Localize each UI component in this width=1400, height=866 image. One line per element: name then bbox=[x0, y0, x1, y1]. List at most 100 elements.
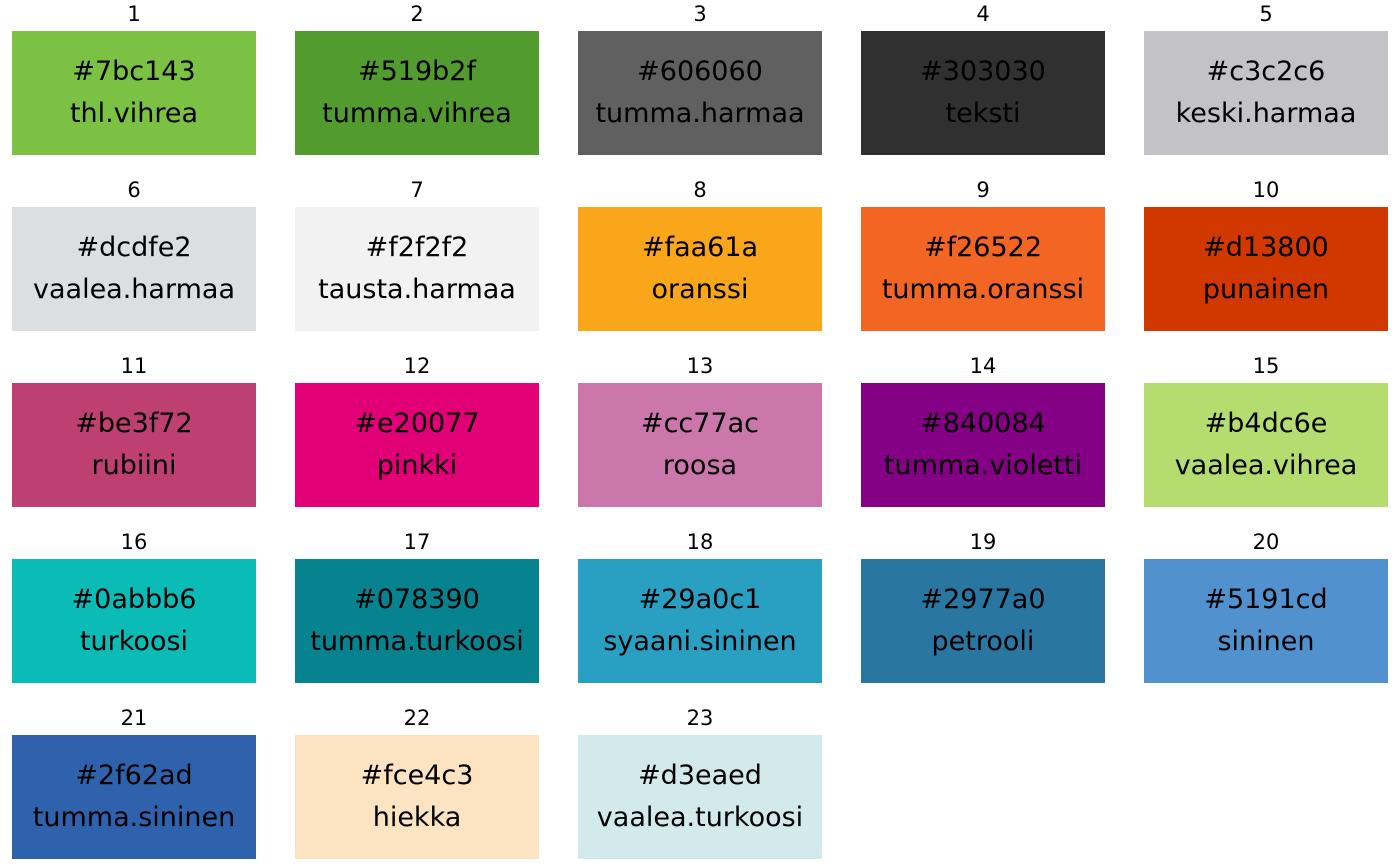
color-swatch: #606060 tumma.harmaa bbox=[578, 31, 822, 155]
swatch-cell: 8 #faa61a oranssi bbox=[578, 176, 822, 334]
swatch-cell: 22 #fce4c3 hiekka bbox=[295, 704, 539, 862]
swatch-color-name: oranssi bbox=[651, 274, 749, 305]
color-swatch: #2f62ad tumma.sininen bbox=[12, 735, 256, 859]
color-swatch: #f26522 tumma.oranssi bbox=[861, 207, 1105, 331]
swatch-cell: 6 #dcdfe2 vaalea.harmaa bbox=[12, 176, 256, 334]
swatch-number: 15 bbox=[1252, 354, 1280, 378]
swatch-hex-code: #f2f2f2 bbox=[365, 232, 469, 263]
color-swatch: #cc77ac roosa bbox=[578, 383, 822, 507]
swatch-number: 18 bbox=[686, 530, 714, 554]
swatch-cell: 7 #f2f2f2 tausta.harmaa bbox=[295, 176, 539, 334]
swatch-color-name: tumma.oranssi bbox=[881, 274, 1085, 305]
swatch-number: 20 bbox=[1252, 530, 1280, 554]
swatch-number: 22 bbox=[403, 706, 431, 730]
swatch-color-name: vaalea.turkoosi bbox=[596, 802, 804, 833]
swatch-cell: 23 #d3eaed vaalea.turkoosi bbox=[578, 704, 822, 862]
swatch-cell: 4 #303030 teksti bbox=[861, 0, 1105, 158]
swatch-number: 10 bbox=[1252, 178, 1280, 202]
swatch-cell: 14 #840084 tumma.violetti bbox=[861, 352, 1105, 510]
swatch-cell: 1 #7bc143 thl.vihrea bbox=[12, 0, 256, 158]
color-swatch: #078390 tumma.turkoosi bbox=[295, 559, 539, 683]
swatch-color-name: rubiini bbox=[91, 450, 177, 481]
swatch-color-name: tausta.harmaa bbox=[318, 274, 516, 305]
color-swatch: #5191cd sininen bbox=[1144, 559, 1388, 683]
swatch-cell: 10 #d13800 punainen bbox=[1144, 176, 1388, 334]
swatch-cell: 19 #2977a0 petrooli bbox=[861, 528, 1105, 686]
color-swatch: #fce4c3 hiekka bbox=[295, 735, 539, 859]
swatch-hex-code: #dcdfe2 bbox=[76, 232, 192, 263]
swatch-hex-code: #078390 bbox=[354, 584, 480, 615]
swatch-cell: 11 #be3f72 rubiini bbox=[12, 352, 256, 510]
swatch-hex-code: #c3c2c6 bbox=[1206, 56, 1326, 87]
color-swatch: #faa61a oranssi bbox=[578, 207, 822, 331]
color-swatch: #dcdfe2 vaalea.harmaa bbox=[12, 207, 256, 331]
swatch-color-name: roosa bbox=[662, 450, 738, 481]
swatch-color-name: sininen bbox=[1217, 626, 1315, 657]
swatch-number: 17 bbox=[403, 530, 431, 554]
swatch-cell: 21 #2f62ad tumma.sininen bbox=[12, 704, 256, 862]
color-swatch: #d3eaed vaalea.turkoosi bbox=[578, 735, 822, 859]
swatch-color-name: thl.vihrea bbox=[69, 98, 199, 129]
color-swatch: #7bc143 thl.vihrea bbox=[12, 31, 256, 155]
swatch-hex-code: #d13800 bbox=[1203, 232, 1329, 263]
color-swatch: #c3c2c6 keski.harmaa bbox=[1144, 31, 1388, 155]
swatch-color-name: tumma.sininen bbox=[32, 802, 236, 833]
swatch-number: 8 bbox=[693, 178, 707, 202]
color-swatch: #b4dc6e vaalea.vihrea bbox=[1144, 383, 1388, 507]
swatch-number: 11 bbox=[120, 354, 148, 378]
swatch-color-name: punainen bbox=[1202, 274, 1330, 305]
swatch-color-name: teksti bbox=[945, 98, 1021, 129]
swatch-hex-code: #e20077 bbox=[354, 408, 480, 439]
color-swatch: #e20077 pinkki bbox=[295, 383, 539, 507]
swatch-hex-code: #be3f72 bbox=[75, 408, 193, 439]
swatch-cell: 15 #b4dc6e vaalea.vihrea bbox=[1144, 352, 1388, 510]
swatch-number: 7 bbox=[410, 178, 424, 202]
swatch-number: 3 bbox=[693, 2, 707, 26]
swatch-number: 6 bbox=[127, 178, 141, 202]
color-swatch: #f2f2f2 tausta.harmaa bbox=[295, 207, 539, 331]
swatch-number: 12 bbox=[403, 354, 431, 378]
swatch-number: 2 bbox=[410, 2, 424, 26]
swatch-hex-code: #d3eaed bbox=[638, 760, 762, 791]
swatch-cell: 17 #078390 tumma.turkoosi bbox=[295, 528, 539, 686]
color-swatch: #29a0c1 syaani.sininen bbox=[578, 559, 822, 683]
swatch-hex-code: #840084 bbox=[920, 408, 1046, 439]
swatch-hex-code: #fce4c3 bbox=[360, 760, 474, 791]
swatch-cell: 18 #29a0c1 syaani.sininen bbox=[578, 528, 822, 686]
swatch-hex-code: #2977a0 bbox=[920, 584, 1046, 615]
swatch-cell: 16 #0abbb6 turkoosi bbox=[12, 528, 256, 686]
swatch-color-name: turkoosi bbox=[79, 626, 189, 657]
swatch-color-name: pinkki bbox=[376, 450, 458, 481]
swatch-hex-code: #303030 bbox=[920, 56, 1046, 87]
swatch-number: 4 bbox=[976, 2, 990, 26]
color-swatch: #d13800 punainen bbox=[1144, 207, 1388, 331]
swatch-hex-code: #519b2f bbox=[358, 56, 476, 87]
swatch-cell: 9 #f26522 tumma.oranssi bbox=[861, 176, 1105, 334]
swatch-hex-code: #b4dc6e bbox=[1204, 408, 1328, 439]
swatch-hex-code: #7bc143 bbox=[72, 56, 196, 87]
swatch-color-name: vaalea.vihrea bbox=[1174, 450, 1358, 481]
swatch-hex-code: #f26522 bbox=[923, 232, 1043, 263]
swatch-number: 21 bbox=[120, 706, 148, 730]
swatch-number: 19 bbox=[969, 530, 997, 554]
swatch-hex-code: #0abbb6 bbox=[71, 584, 197, 615]
swatch-number: 16 bbox=[120, 530, 148, 554]
swatch-cell: 5 #c3c2c6 keski.harmaa bbox=[1144, 0, 1388, 158]
swatch-cell: 20 #5191cd sininen bbox=[1144, 528, 1388, 686]
color-swatch: #2977a0 petrooli bbox=[861, 559, 1105, 683]
swatch-hex-code: #29a0c1 bbox=[638, 584, 762, 615]
swatch-number: 14 bbox=[969, 354, 997, 378]
swatch-color-name: syaani.sininen bbox=[603, 626, 797, 657]
swatch-hex-code: #faa61a bbox=[641, 232, 759, 263]
swatch-cell: 13 #cc77ac roosa bbox=[578, 352, 822, 510]
swatch-color-name: tumma.turkoosi bbox=[310, 626, 524, 657]
swatch-number: 1 bbox=[127, 2, 141, 26]
swatch-hex-code: #2f62ad bbox=[75, 760, 193, 791]
swatch-hex-code: #5191cd bbox=[1204, 584, 1328, 615]
swatch-hex-code: #606060 bbox=[637, 56, 763, 87]
swatch-number: 23 bbox=[686, 706, 714, 730]
swatch-color-name: hiekka bbox=[372, 802, 462, 833]
swatch-number: 5 bbox=[1259, 2, 1273, 26]
color-swatch: #be3f72 rubiini bbox=[12, 383, 256, 507]
